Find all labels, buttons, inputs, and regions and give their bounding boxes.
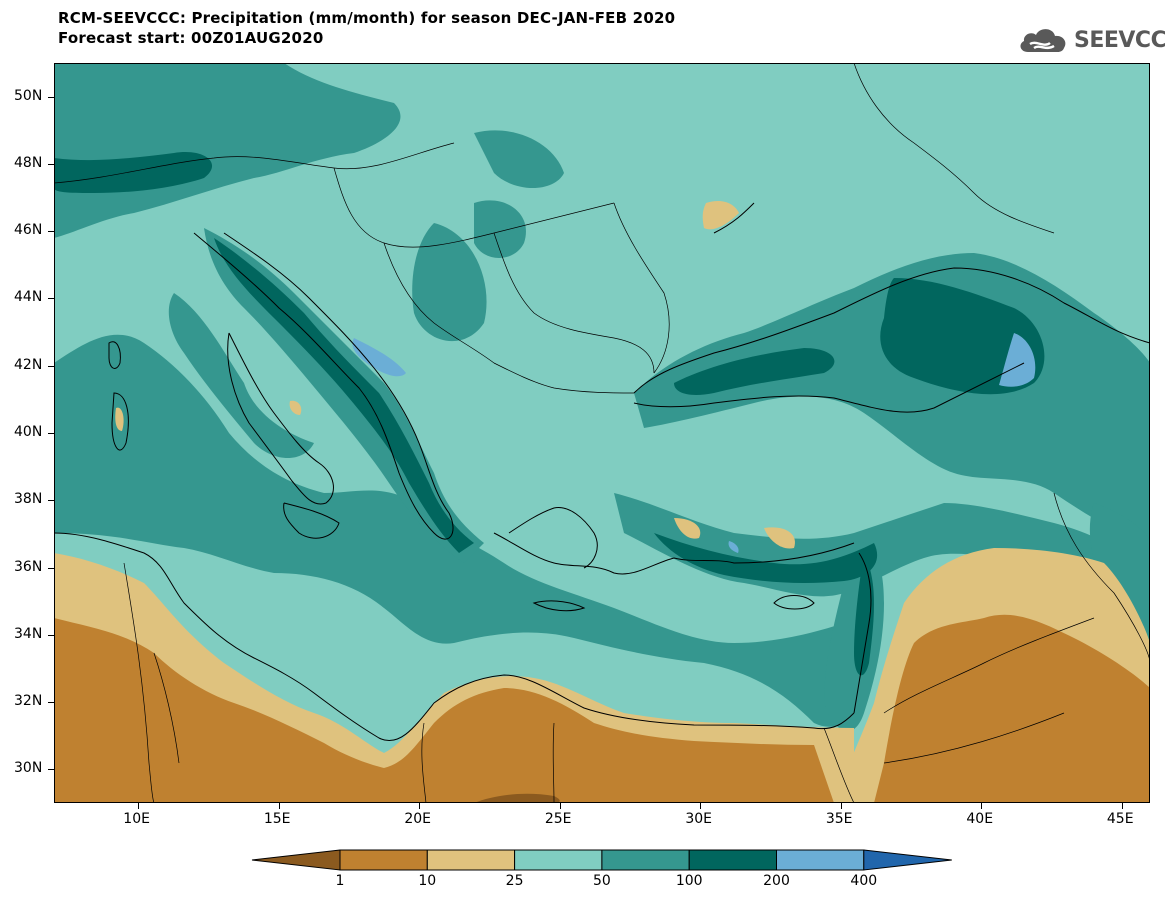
colorbar-segment	[426, 849, 516, 871]
lat-tick-label: 36N	[14, 558, 43, 575]
contour-below-1	[474, 793, 560, 803]
lon-tick-label: 30E	[685, 811, 713, 827]
lat-tick-label: 40N	[14, 424, 43, 440]
lon-tick	[419, 803, 421, 809]
lon-tick	[981, 803, 983, 809]
lon-tick	[138, 803, 140, 809]
lon-tick-label: 35E	[825, 811, 853, 827]
title-line-2: Forecast start: 00Z01AUG2020	[58, 29, 324, 47]
precipitation-map	[54, 63, 1150, 803]
lon-tick-label: 20E	[404, 811, 431, 827]
seevccc-logo: SEEVCCC	[1016, 22, 1165, 58]
map-frame	[54, 63, 1150, 803]
lat-tick	[48, 702, 54, 704]
lat-tick	[48, 433, 54, 434]
lon-tick-label: 40E	[966, 811, 994, 827]
lon-tick-label: 10E	[123, 811, 150, 827]
colorbar-left-arrow	[251, 849, 341, 871]
lon-tick	[700, 803, 702, 809]
colorbar-label: 200	[763, 873, 790, 889]
lat-tick	[48, 163, 54, 165]
colorbar-label: 100	[675, 873, 703, 889]
lat-tick-label: 44N	[14, 289, 43, 306]
lat-tick	[48, 365, 54, 367]
country-borders	[54, 63, 1150, 803]
lat-tick-label: 38N	[14, 491, 43, 508]
lon-tick-label: 25E	[544, 811, 572, 827]
lat-tick-label: 50N	[14, 87, 43, 104]
contour-1-10	[54, 614, 1150, 803]
lon-tick	[840, 803, 842, 809]
cloud-icon	[1020, 29, 1066, 52]
colorbar-segment	[601, 849, 690, 871]
colorbar-right-arrow	[863, 849, 952, 871]
lat-tick	[48, 500, 54, 502]
colorbar-label: 25	[505, 873, 524, 889]
lat-tick	[48, 567, 54, 569]
lat-tick-label: 42N	[14, 356, 43, 373]
lat-tick-label: 34N	[14, 625, 43, 642]
colorbar-segment	[339, 849, 428, 871]
lat-tick	[48, 298, 54, 300]
map-title: RCM-SEEVCCC: Precipitation (mm/month) fo…	[58, 8, 675, 48]
contour-100-200	[54, 152, 1045, 676]
colorbar-segment	[514, 849, 603, 871]
title-line-1: RCM-SEEVCCC: Precipitation (mm/month) fo…	[58, 9, 676, 27]
lat-tick-label: 32N	[14, 693, 43, 710]
lon-tick	[1121, 803, 1123, 809]
coastlines	[54, 202, 1150, 741]
colorbar-label: 10	[418, 873, 437, 889]
lat-tick	[48, 769, 54, 771]
lon-tick-label: 15E	[263, 811, 291, 827]
lon-tick	[559, 803, 561, 809]
lat-tick	[48, 231, 54, 233]
logo-text: SEEVCCC	[1074, 28, 1165, 53]
lat-tick	[48, 634, 54, 636]
lon-tick	[278, 803, 280, 809]
lat-tick	[48, 96, 54, 98]
lat-tick-label: 46N	[14, 222, 43, 239]
colorbar-label: 50	[592, 873, 611, 889]
colorbar-segment	[688, 849, 778, 871]
colorbar-label: 1	[335, 873, 345, 889]
colorbar-segment	[776, 849, 865, 871]
lon-tick-label: 45E	[1106, 811, 1134, 827]
contour-200-400	[352, 333, 1036, 553]
lat-tick-label: 48N	[14, 154, 43, 171]
lat-tick-label: 30N	[14, 760, 43, 777]
colorbar-label: 400	[850, 873, 878, 889]
